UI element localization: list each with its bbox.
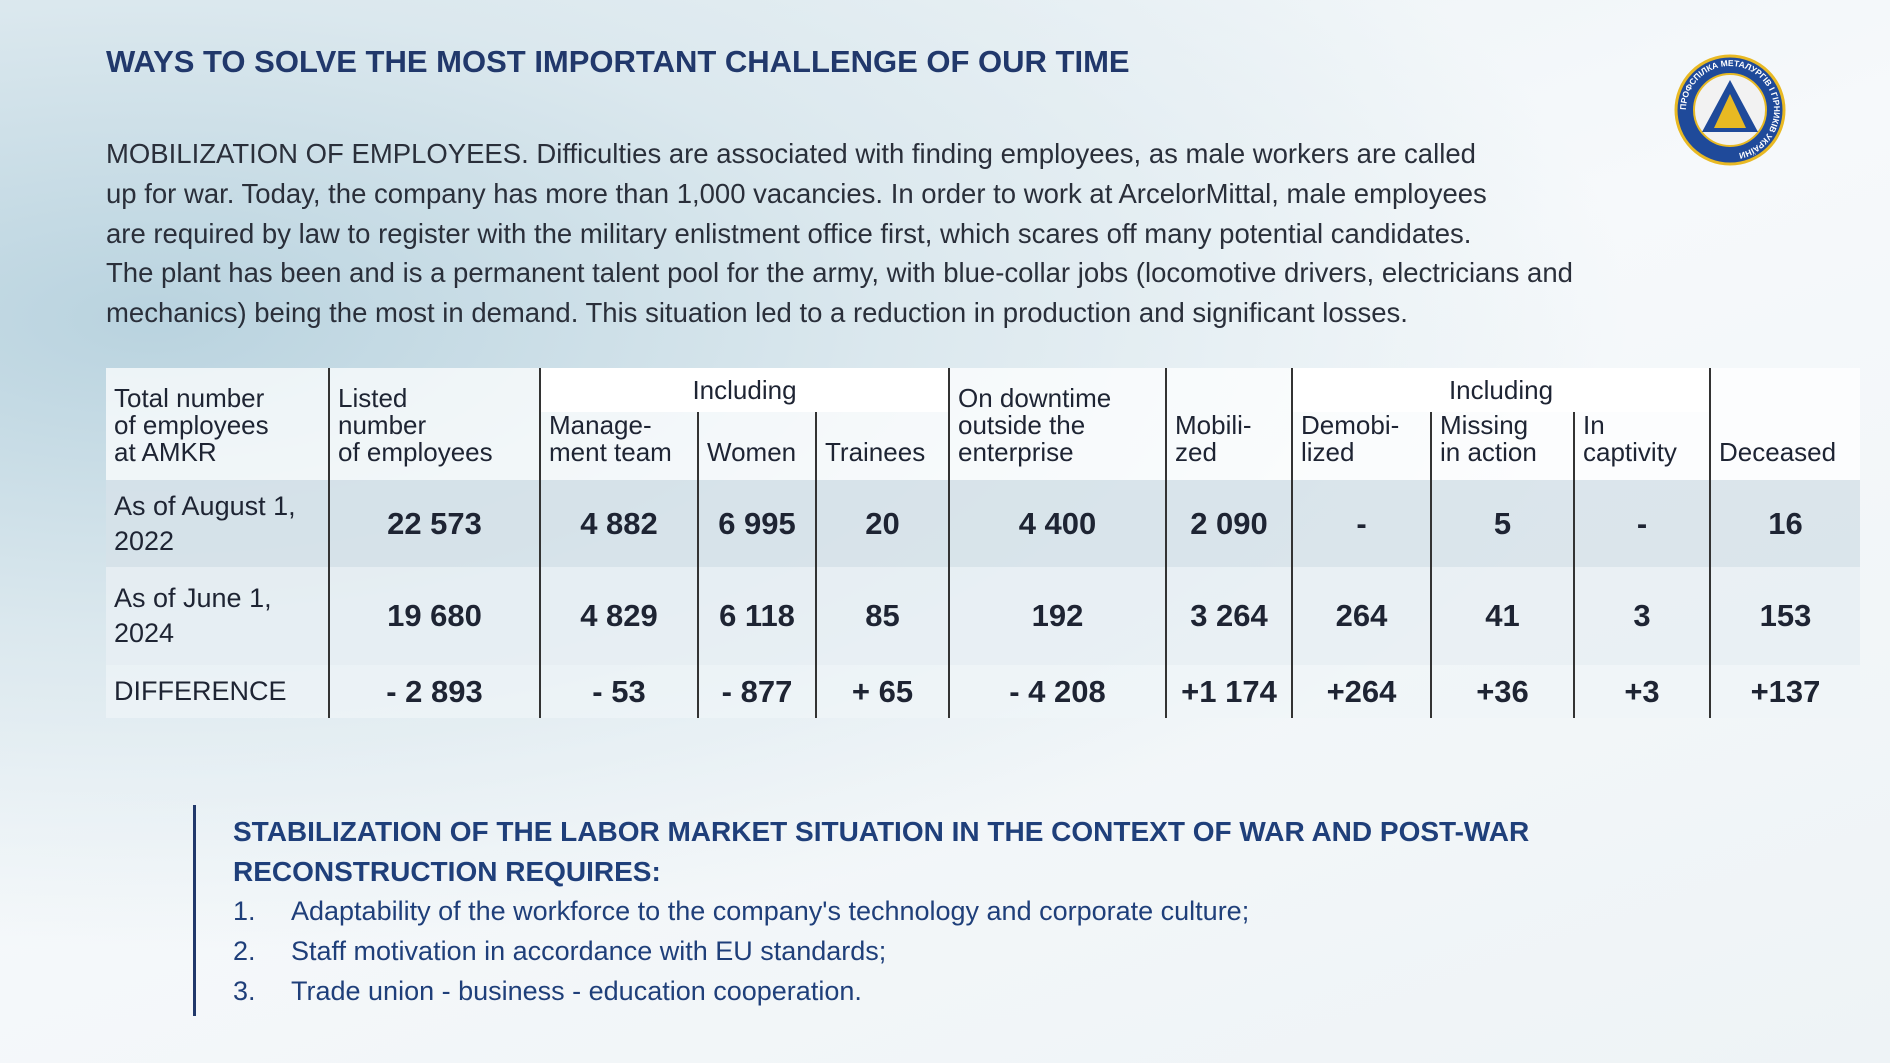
item-number: 2. [233, 936, 256, 966]
cell-value: +264 [1291, 665, 1431, 718]
cell-value: +1 174 [1165, 665, 1292, 718]
cell-value: 22 573 [328, 480, 540, 567]
cell-value: 153 [1709, 567, 1860, 665]
cell-value: 3 [1573, 567, 1710, 665]
table-body: As of August 1, 2022 22 573 4 882 6 995 20 4 … [106, 480, 1860, 718]
item-text: Staff motivation in accordance with EU s… [291, 936, 887, 966]
column-header: Manage- ment team [539, 412, 698, 480]
column-header: In captivity [1573, 412, 1710, 480]
data-table: Total number of employees at AMKR Listed … [106, 368, 1860, 718]
cell-value: 16 [1709, 480, 1860, 567]
list-item: 3. Trade union - business - education coo… [233, 971, 1249, 1011]
column-header: Deceased [1709, 368, 1860, 480]
cell-value: - [1291, 480, 1431, 567]
cell-value: +3 [1573, 665, 1710, 718]
cell-value: - [1573, 480, 1710, 567]
column-header: Women [697, 412, 816, 480]
column-header: Listed number of employees [328, 368, 540, 480]
cell-value: - 53 [539, 665, 698, 718]
item-number: 1. [233, 896, 256, 926]
cell-value: 5 [1430, 480, 1574, 567]
accent-line [193, 805, 196, 1016]
item-text: Trade union - business - education coope… [291, 976, 862, 1006]
group-header: Including [1291, 368, 1710, 412]
cell-value: +36 [1430, 665, 1574, 718]
item-number: 3. [233, 976, 256, 1006]
cell-value: 4 400 [948, 480, 1166, 567]
intro-line: MOBILIZATION OF EMPLOYEES. Difficulties … [106, 138, 1476, 169]
intro-line: The plant has been and is a permanent ta… [106, 257, 1573, 289]
column-header: Demobi- lized [1291, 412, 1431, 480]
list-item: 1. Adaptability of the workforce to the c… [233, 891, 1249, 931]
table-head: Total number of employees at AMKR Listed … [106, 368, 1860, 480]
cell-value: - 2 893 [328, 665, 540, 718]
cell-value: 41 [1430, 567, 1574, 665]
logo: ПРОФСПІЛКА МЕТАЛУРГІВ І ГІРНИКІВ УКРАЇНИ [1674, 54, 1786, 166]
cell-value: 19 680 [328, 567, 540, 665]
cell-value: 4 882 [539, 480, 698, 567]
cell-value: 85 [815, 567, 949, 665]
table-row: As of August 1, 2022 22 573 4 882 6 995 20 4 … [106, 480, 1860, 567]
column-header: On downtime outside the enterprise [948, 368, 1166, 480]
section-title: STABILIZATION OF THE LABOR MARKET SITUAT… [233, 816, 1530, 887]
title: WAYS TO SOLVE THE MOST IMPORTANT CHALLEN… [106, 44, 1130, 79]
intro-line: up for war. Today, the company has more … [106, 177, 1487, 209]
list-item: 2. Staff motivation in accordance with EU… [233, 931, 1249, 971]
cell-value: 6 995 [697, 480, 816, 567]
cell-value: - 877 [697, 665, 816, 718]
intro-line: mechanics) being the most in demand. Thi… [106, 297, 1408, 329]
cell-value: 20 [815, 480, 949, 567]
intro: MOBILIZATION OF EMPLOYEES. Difficulties … [106, 134, 1573, 333]
cell-value: 3 264 [1165, 567, 1292, 665]
cell-value: - 4 208 [948, 665, 1166, 718]
cell-value: 264 [1291, 567, 1431, 665]
column-header: Total number of employees at AMKR [106, 368, 329, 480]
column-header: Missing in action [1430, 412, 1574, 480]
row-label: As of June 1, 2024 [106, 567, 329, 665]
intro-line: are required by law to register with the… [106, 217, 1472, 249]
header-row: Total number of employees at AMKR Listed … [106, 368, 1860, 480]
cell-value: + 65 [815, 665, 949, 718]
group-header: Including [539, 368, 949, 412]
cell-value: 2 090 [1165, 480, 1292, 567]
cell-value: 4 829 [539, 567, 698, 665]
item-text: Adaptability of the workforce to the com… [291, 896, 1250, 926]
header-row: Manage- ment team Women Trainees Demobi- li… [106, 412, 1860, 480]
table-row: DIFFERENCE - 2 893- 53- 877 + 65- 4 208 +1 … [106, 665, 1860, 718]
section-list: 1. Adaptability of the workforce to the c… [233, 891, 1249, 1011]
row-label: DIFFERENCE [106, 665, 329, 718]
cell-value: +137 [1709, 665, 1860, 718]
cell-value: 6 118 [697, 567, 816, 665]
cell-value: 192 [948, 567, 1166, 665]
row-label: As of August 1, 2022 [106, 480, 329, 567]
column-header: Mobili- zed [1165, 368, 1292, 480]
table-row: As of June 1, 2024 19 680 4 829 6 118 85 192 3… [106, 567, 1860, 665]
column-header: Trainees [815, 412, 949, 480]
